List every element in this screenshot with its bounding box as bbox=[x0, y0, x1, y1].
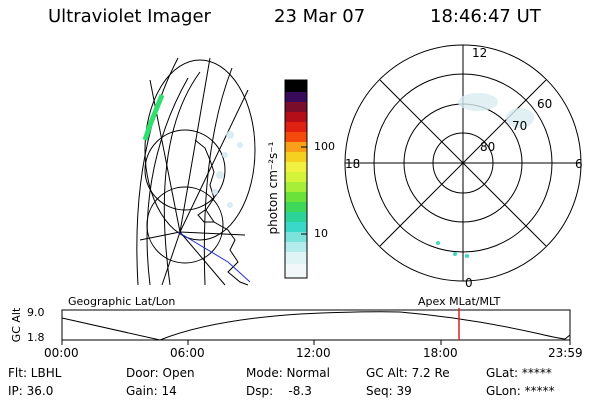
status-filter: Flt: LBHL bbox=[8, 366, 62, 380]
auroral-arc bbox=[142, 94, 165, 141]
date-label: 23 Mar 07 bbox=[274, 6, 366, 27]
time-tick-1800: 18:00 bbox=[423, 346, 458, 360]
geographic-map bbox=[136, 57, 256, 286]
colorbar-tick-10: 10 bbox=[314, 227, 328, 240]
altitude-plot bbox=[61, 308, 571, 345]
mlt-label-0: 0 bbox=[465, 276, 473, 290]
terminator-line bbox=[177, 231, 251, 283]
map-longitude-line bbox=[149, 79, 181, 233]
altitude-frame bbox=[61, 309, 571, 341]
alt-tick-1-8: 1.8 bbox=[27, 331, 45, 344]
map-longitude-line bbox=[139, 231, 181, 241]
map-longitude-line bbox=[161, 231, 181, 286]
polar-emission bbox=[436, 93, 534, 258]
time-label: 18:46:47 UT bbox=[430, 6, 541, 27]
altitude-curve bbox=[61, 311, 571, 341]
map-circle bbox=[144, 59, 256, 241]
mlt-label-12: 12 bbox=[472, 46, 488, 60]
map-latitude-arc bbox=[163, 71, 201, 286]
alt-tick-9: 9.0 bbox=[27, 306, 45, 319]
lat-label-70: 70 bbox=[512, 119, 528, 133]
map-longitude-line bbox=[179, 89, 249, 233]
geographic-label: Geographic Lat/Lon bbox=[68, 295, 176, 308]
lat-label-60: 60 bbox=[537, 97, 553, 111]
time-tick-1200: 12:00 bbox=[296, 346, 331, 360]
polar-meridian bbox=[379, 79, 547, 247]
map-longitude-line bbox=[179, 57, 211, 233]
time-tick-2359: 23:59 bbox=[548, 346, 583, 360]
polar-plot bbox=[344, 44, 582, 282]
map-circle bbox=[144, 129, 226, 211]
status-gc-alt: GC Alt: 7.2 Re bbox=[366, 366, 450, 380]
status-gain: Gain: 14 bbox=[126, 384, 177, 398]
time-tick-0600: 06:00 bbox=[170, 346, 205, 360]
map-latitude-arc bbox=[203, 67, 233, 286]
map-latitude-arc bbox=[146, 77, 189, 286]
map-longitude-line bbox=[179, 231, 246, 236]
colorbar-tick-100: 100 bbox=[314, 140, 335, 153]
status-glon: GLon: ***** bbox=[486, 384, 555, 398]
apex-label: Apex MLat/MLT bbox=[418, 295, 501, 308]
color-bar bbox=[284, 79, 308, 279]
gc-alt-axis-label: GC Alt bbox=[10, 307, 23, 343]
lat-label-80: 80 bbox=[480, 140, 496, 154]
status-ip: IP: 36.0 bbox=[8, 384, 54, 398]
status-glat: GLat: ***** bbox=[486, 366, 552, 380]
coastline bbox=[197, 209, 214, 223]
map-circle bbox=[146, 186, 224, 264]
status-dsp: Dsp: -8.3 bbox=[246, 384, 312, 398]
instrument-title: Ultraviolet Imager bbox=[48, 6, 211, 27]
time-tick-0000: 00:00 bbox=[44, 346, 79, 360]
map-latitude-arc bbox=[136, 57, 179, 286]
mlt-label-18: 18 bbox=[345, 157, 361, 171]
status-mode: Mode: Normal bbox=[246, 366, 330, 380]
status-seq: Seq: 39 bbox=[366, 384, 412, 398]
colorbar-unit-label: photon cm⁻²s⁻¹ bbox=[266, 141, 280, 235]
status-door: Door: Open bbox=[126, 366, 195, 380]
faint-emission bbox=[212, 131, 243, 208]
mlt-label-6: 6 bbox=[575, 157, 583, 171]
